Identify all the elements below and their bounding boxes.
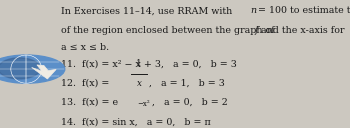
Text: ,   a = 1,   b = 3: , a = 1, b = 3 [149, 79, 225, 88]
Text: x: x [136, 79, 141, 88]
Text: a ≤ x ≤ b.: a ≤ x ≤ b. [61, 43, 109, 52]
Text: 13.  f(x) = e: 13. f(x) = e [61, 97, 118, 106]
Text: f: f [254, 26, 258, 35]
Text: 12.  f(x) =: 12. f(x) = [61, 79, 113, 88]
Text: 14.  f(x) = sin x,   a = 0,   b = π: 14. f(x) = sin x, a = 0, b = π [61, 117, 211, 126]
Ellipse shape [0, 58, 41, 79]
Circle shape [0, 55, 65, 83]
Text: of the region enclosed between the graph of: of the region enclosed between the graph… [61, 26, 278, 35]
Text: In Exercises 11–14, use RRAM with: In Exercises 11–14, use RRAM with [61, 6, 236, 15]
Text: n: n [251, 6, 257, 15]
Text: −x²: −x² [138, 100, 150, 109]
Text: 1: 1 [136, 60, 142, 68]
Text: 11.  f(x) = x² − x + 3,   a = 0,   b = 3: 11. f(x) = x² − x + 3, a = 0, b = 3 [61, 60, 237, 68]
Text: and the x-axis for: and the x-axis for [258, 26, 345, 35]
Polygon shape [32, 65, 56, 79]
Text: = 100 to estimate the area: = 100 to estimate the area [255, 6, 350, 15]
Text: ,   a = 0,   b = 2: , a = 0, b = 2 [152, 97, 228, 106]
